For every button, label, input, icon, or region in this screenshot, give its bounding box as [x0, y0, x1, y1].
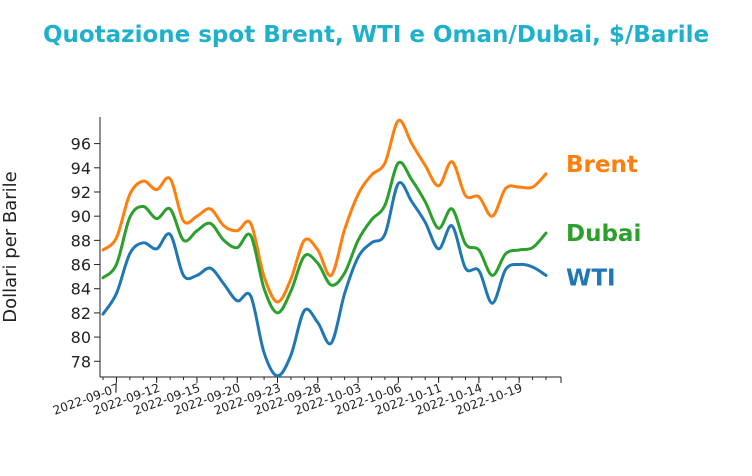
y-tick-label: 80 — [71, 328, 91, 347]
series-label-brent: Brent — [566, 152, 638, 178]
y-tick-label: 86 — [71, 256, 91, 275]
y-tick-label: 84 — [71, 280, 91, 299]
y-tick-label: 90 — [71, 207, 91, 226]
y-tick-label: 82 — [71, 304, 91, 323]
series-line-brent — [101, 118, 548, 304]
y-tick-label: 88 — [71, 231, 91, 250]
chart-title: Quotazione spot Brent, WTI e Oman/Dubai,… — [42, 22, 710, 48]
series-labels: Brent Dubai WTI — [566, 152, 641, 292]
y-axis-label: Dollari per Barile — [0, 171, 21, 323]
series-lines — [101, 118, 548, 378]
y-axis: 78 80 82 84 86 88 90 92 94 96 — [71, 117, 101, 377]
y-tick-label: 94 — [71, 159, 91, 178]
series-line-dubai — [101, 160, 548, 315]
y-tick-label: 96 — [71, 135, 91, 154]
series-line-wti — [101, 180, 548, 378]
series-label-wti: WTI — [566, 265, 616, 291]
y-tick-label: 92 — [71, 183, 91, 202]
series-label-dubai: Dubai — [566, 221, 641, 247]
y-tick-label: 78 — [71, 352, 91, 371]
x-axis: 2022-09-072022-09-122022-09-152022-09-20… — [51, 376, 562, 418]
